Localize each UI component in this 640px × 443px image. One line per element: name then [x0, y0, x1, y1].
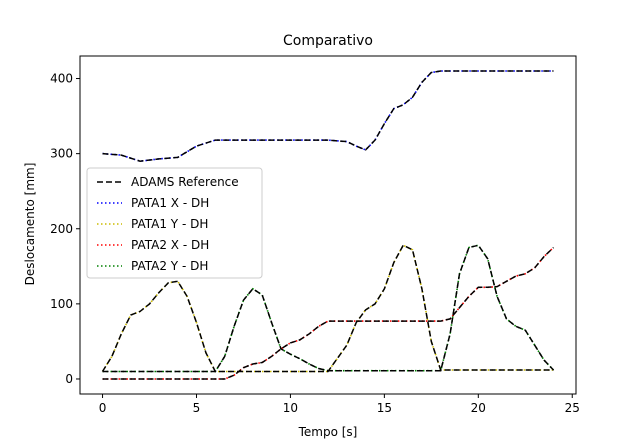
legend-entry: ADAMS Reference: [131, 175, 239, 189]
x-tick-label: 0: [99, 401, 107, 415]
y-tick-label: 0: [65, 372, 73, 386]
chart-title: Comparativo: [283, 33, 373, 49]
reference-line-4: [102, 244, 555, 373]
x-tick-label: 10: [283, 401, 298, 415]
reference-line-1: [102, 70, 554, 162]
y-axis-label: Deslocamento [mm]: [23, 163, 37, 286]
y-tick-label: 400: [50, 72, 73, 86]
y-tick-label: 300: [50, 147, 73, 161]
legend-entry: PATA2 Y - DH: [131, 259, 208, 273]
legend-box: [86, 167, 263, 279]
legend-entry: PATA2 X - DH: [131, 238, 209, 252]
x-tick-label: 20: [471, 401, 486, 415]
axes: 0 5 10 15 20 25 0 100 200 300 400: [50, 55, 580, 415]
reference-line-3: [102, 246, 555, 380]
legend-entry: PATA1 X - DH: [131, 196, 209, 210]
x-tick-label: 15: [377, 401, 392, 415]
legend: ADAMS Reference PATA1 X - DH PATA1 Y - DH P…: [86, 167, 263, 279]
legend-entry: PATA1 Y - DH: [131, 217, 208, 231]
reference-line-2: [101, 244, 554, 373]
x-tick-label: 25: [565, 401, 580, 415]
plot-area: [101, 70, 555, 380]
series-line-1: [102, 70, 554, 163]
x-axis-label: Tempo [s]: [298, 425, 358, 439]
plot-frame: [79, 55, 577, 395]
x-tick-label: 5: [193, 401, 201, 415]
y-tick-label: 200: [50, 222, 73, 236]
y-tick-label: 100: [50, 297, 73, 311]
